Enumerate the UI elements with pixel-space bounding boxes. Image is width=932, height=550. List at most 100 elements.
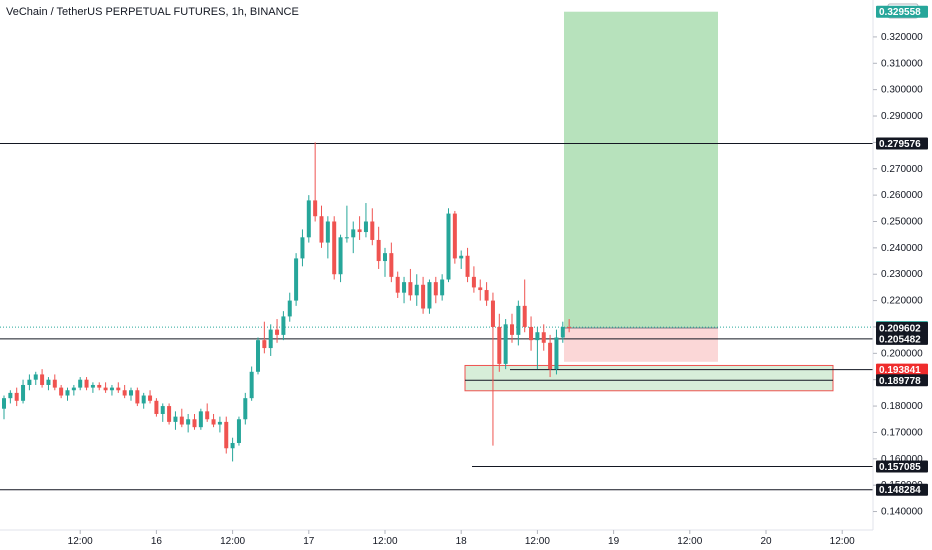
candle[interactable] [370,221,375,240]
profit-zone[interactable] [564,11,718,329]
candle[interactable] [478,287,483,291]
level-tag[interactable] [876,332,928,345]
candle[interactable] [2,398,6,409]
candle[interactable] [14,392,19,401]
candle[interactable] [300,237,305,259]
candle[interactable] [319,216,324,243]
candle[interactable] [224,421,229,449]
candle[interactable] [167,406,172,422]
candle[interactable] [243,398,248,420]
candle[interactable] [535,332,540,341]
candle[interactable] [256,340,260,372]
candle[interactable] [357,229,362,233]
candle[interactable] [154,400,159,414]
candle[interactable] [548,342,553,370]
candle[interactable] [268,329,273,349]
candle[interactable] [433,282,438,296]
candle[interactable] [103,387,108,391]
candle[interactable] [344,237,349,239]
candle[interactable] [116,387,121,391]
candle[interactable] [217,421,222,425]
candle[interactable] [554,337,559,370]
candle[interactable] [497,326,502,364]
candle[interactable] [27,379,32,385]
candle[interactable] [567,326,572,328]
candle[interactable] [281,316,286,335]
candle[interactable] [179,416,184,425]
candle[interactable] [427,282,432,309]
candle[interactable] [46,379,51,385]
loss-zone[interactable] [564,328,718,362]
level-tag[interactable] [876,460,928,473]
candle[interactable] [173,416,178,422]
candle[interactable] [97,384,102,388]
candle[interactable] [529,326,534,341]
candle[interactable] [389,253,394,277]
candle[interactable] [376,239,381,262]
level-tag[interactable] [876,137,928,150]
candle[interactable] [414,284,419,296]
entry-price-tag[interactable] [876,322,928,335]
candle[interactable] [8,392,13,399]
candle[interactable] [40,374,45,385]
candle[interactable] [186,419,191,425]
candle[interactable] [440,279,445,296]
candle[interactable] [198,411,203,428]
candle[interactable] [395,276,400,293]
candle[interactable] [71,387,76,391]
candle[interactable] [490,300,495,327]
candle[interactable] [287,300,292,317]
candle[interactable] [59,387,64,396]
candle[interactable] [148,395,153,401]
candle[interactable] [408,282,413,296]
candle[interactable] [192,419,197,428]
candle[interactable] [135,390,140,404]
candle[interactable] [33,374,38,380]
candle[interactable] [541,332,546,343]
candle[interactable] [306,200,311,238]
candle[interactable] [205,411,210,420]
candle[interactable] [452,213,457,259]
candle[interactable] [503,324,508,364]
candle[interactable] [109,387,114,391]
candle[interactable] [90,384,95,388]
candle[interactable] [141,395,146,404]
candle[interactable] [383,253,387,262]
candle[interactable] [160,406,165,414]
candle[interactable] [122,390,127,396]
candle[interactable] [421,284,426,309]
level-tag[interactable] [876,483,928,496]
candle[interactable] [471,276,476,288]
stop-level-tag[interactable] [876,363,928,376]
candle[interactable] [313,200,318,217]
candle[interactable] [275,329,280,335]
level-tag[interactable] [876,374,928,387]
candle[interactable] [522,305,527,327]
candle[interactable] [446,213,451,280]
candle[interactable] [65,390,70,396]
candle[interactable] [211,419,216,425]
candle[interactable] [332,221,337,275]
candle[interactable] [510,324,514,335]
candle[interactable] [516,305,521,335]
candle[interactable] [236,419,241,443]
candle[interactable] [129,390,133,396]
candle[interactable] [21,384,26,401]
candle[interactable] [262,340,267,349]
candle[interactable] [78,379,83,388]
candle[interactable] [459,255,464,259]
candle[interactable] [338,237,343,275]
candle[interactable] [249,371,254,399]
candle[interactable] [84,379,89,388]
candle[interactable] [52,379,57,388]
candle[interactable] [402,282,407,293]
candle[interactable] [363,221,368,233]
candle[interactable] [465,255,470,277]
candle[interactable] [294,258,299,301]
candle[interactable] [351,229,356,238]
candle[interactable] [230,442,235,449]
candle[interactable] [560,326,565,338]
candle[interactable] [325,221,330,243]
target-price-tag[interactable] [876,5,928,18]
